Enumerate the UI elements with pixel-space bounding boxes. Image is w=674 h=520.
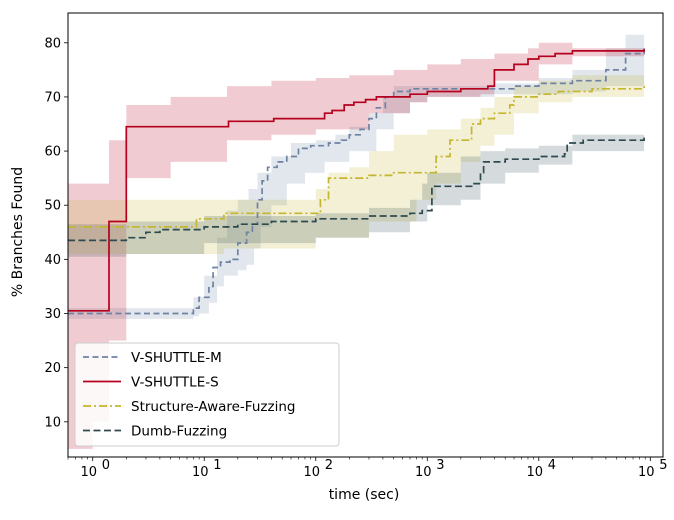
x-tick-exponent: 3 — [436, 458, 444, 473]
x-axis-label: time (sec) — [329, 487, 400, 503]
x-tick-exponent: 4 — [548, 458, 556, 473]
y-tick-label: 40 — [44, 253, 61, 268]
legend: V-SHUTTLE-M V-SHUTTLE-S Structure-Aware-Fu… — [74, 342, 340, 447]
y-tick-label: 80 — [44, 36, 61, 51]
x-tick-label: 10 — [415, 465, 432, 480]
y-tick-label: 70 — [44, 90, 61, 105]
x-tick-label: 10 — [192, 465, 209, 480]
y-tick-label: 20 — [44, 361, 61, 376]
legend-label: Dumb-Fuzzing — [131, 424, 227, 440]
x-tick-label: 10 — [527, 465, 544, 480]
legend-label: Structure-Aware-Fuzzing — [131, 399, 295, 415]
y-tick-label: 60 — [44, 145, 61, 160]
x-tick-exponent: 5 — [659, 458, 667, 473]
confidence-bands — [68, 34, 645, 449]
x-tick-label: 10 — [303, 465, 320, 480]
legend-box — [74, 342, 340, 447]
line-v-shuttle-m — [68, 48, 645, 315]
plot-frame — [67, 12, 664, 458]
band-structure-aware-fuzzing — [68, 75, 645, 254]
y-tick-label: 50 — [44, 199, 61, 214]
legend-label: V-SHUTTLE-M — [131, 350, 222, 366]
legend-label: V-SHUTTLE-S — [131, 375, 219, 391]
band-dumb-fuzzing — [68, 132, 645, 257]
y-axis-label: % Branches Found — [10, 167, 26, 297]
y-tick-label: 10 — [44, 415, 61, 430]
y-tick-label: 30 — [44, 307, 61, 322]
x-tick-label: 10 — [80, 465, 97, 480]
x-tick-exponent: 0 — [102, 458, 110, 473]
line-dumb-fuzzing — [68, 137, 645, 242]
x-axis-ticks: 10 0 10 1 10 2 10 3 10 4 10 5 — [67, 457, 668, 480]
x-tick-exponent: 2 — [325, 458, 333, 473]
x-tick-label: 10 — [638, 465, 655, 480]
band-v-shuttle-s — [68, 42, 645, 449]
series-lines — [68, 48, 645, 315]
line-v-shuttle-s — [68, 49, 645, 312]
y-axis-ticks: 10 20 30 40 50 60 70 80 — [44, 36, 68, 430]
x-tick-exponent: 1 — [213, 458, 221, 473]
